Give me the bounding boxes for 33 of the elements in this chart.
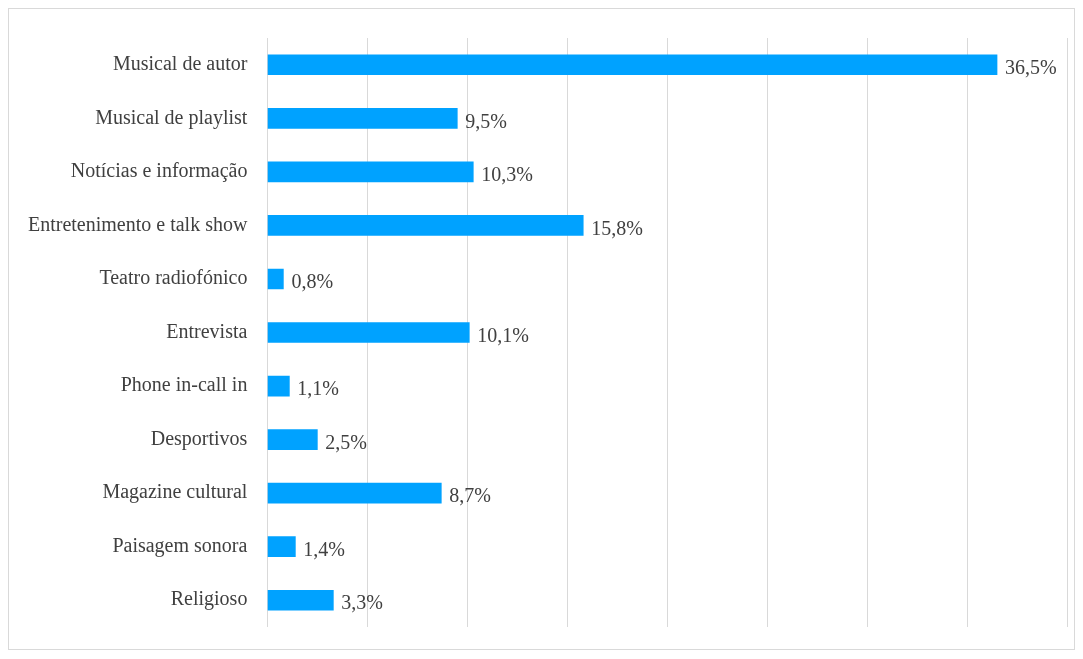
bar (267, 268, 284, 290)
data-label: 8,7% (449, 484, 491, 507)
bar (267, 322, 470, 343)
y-tick-label: Religioso (170, 587, 248, 611)
bar (267, 375, 290, 397)
data-label: 15,8% (591, 216, 643, 239)
data-label: 36,5% (1005, 56, 1057, 79)
y-tick-label: Paisagem sonora (112, 533, 248, 557)
bar (267, 54, 998, 76)
y-tick-label: Musical de playlist (95, 105, 248, 129)
data-label: 1,1% (297, 377, 340, 400)
data-label: 9,5% (465, 109, 507, 132)
data-label: 3,3% (341, 591, 384, 614)
bar (267, 215, 584, 236)
y-tick-label: Entretenimento e talk show (27, 212, 248, 235)
bar (267, 482, 442, 504)
bar (267, 589, 334, 611)
bar (267, 536, 296, 558)
bar (267, 161, 474, 183)
data-label: 1,4% (303, 537, 346, 560)
y-tick-label: Musical de autor (112, 52, 248, 75)
y-tick-label: Phone in-call in (120, 373, 248, 396)
data-label: 2,5% (325, 430, 368, 453)
y-tick-label: Teatro radiofónico (99, 266, 248, 289)
data-label: 0,8% (291, 270, 334, 293)
y-tick-label: Entrevista (166, 319, 248, 342)
bar (267, 107, 458, 129)
y-tick-label: Magazine cultural (102, 480, 248, 504)
y-tick-label: Notícias e informação (70, 159, 248, 183)
bar (267, 429, 318, 450)
data-label: 10,3% (481, 163, 533, 186)
y-tick-label: Desportivos (150, 426, 248, 450)
data-label: 10,1% (477, 323, 529, 346)
